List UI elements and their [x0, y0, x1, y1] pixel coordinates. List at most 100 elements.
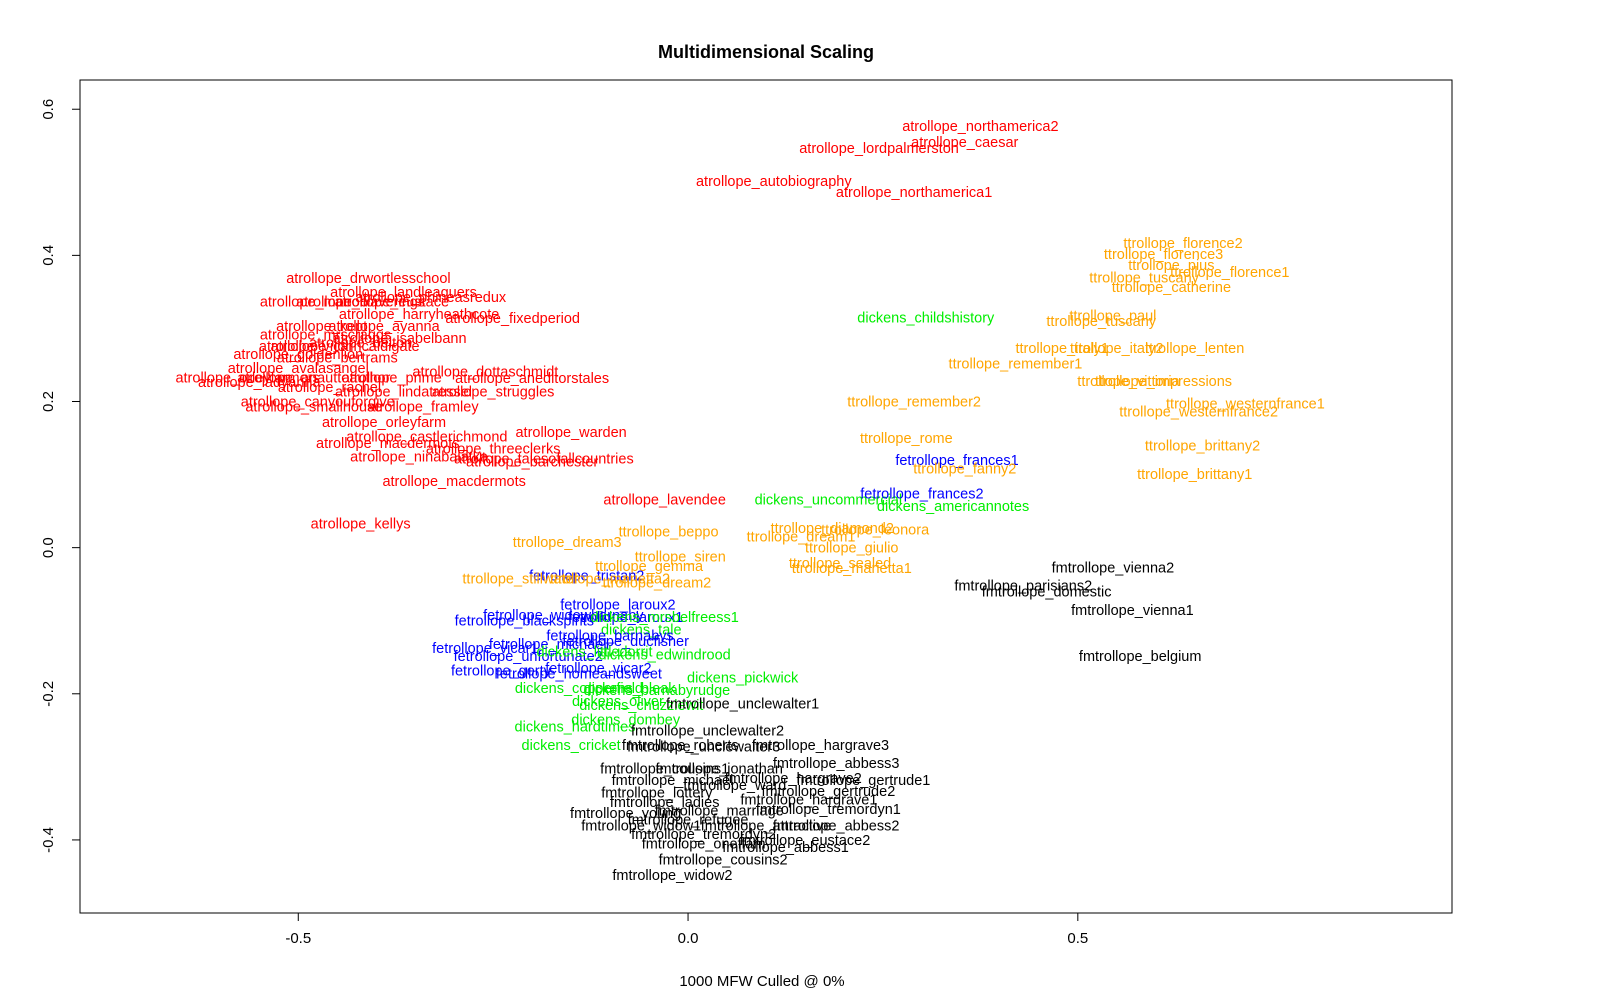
- point-label: ttrollope_sealed: [789, 556, 891, 572]
- point-label: fmtrollope_oneffam: [642, 837, 766, 853]
- x-axis: -0.5 0.0 0.5: [285, 912, 1088, 947]
- y-tick-label: -0.4: [40, 827, 57, 853]
- point-label: fmtrollope_hargrave2: [725, 771, 862, 787]
- point-label: ttrollope_westernfrance1: [1166, 397, 1325, 413]
- point-label: ttrollope_stillwater: [462, 571, 578, 587]
- point-label: atrollope_phineasredux: [355, 290, 506, 306]
- point-label: dickens_uncommercial: [755, 492, 902, 508]
- point-label: atrollope_marion: [260, 294, 368, 310]
- point-label: fmtrollope_cousins2: [659, 853, 788, 869]
- point-label: fmtrollope_gertrude1: [797, 773, 931, 789]
- point-label: fetrollope_frances2: [860, 487, 983, 503]
- point-label: fetrollope_ducfisher: [562, 634, 689, 650]
- point-label: atrollope_landleaguers: [330, 285, 477, 301]
- point-label: dickens_littledorrit: [536, 644, 652, 660]
- point-label: atrollope_isabelbann: [333, 331, 467, 347]
- point-label: atrollope_kellys: [311, 517, 411, 533]
- point-label: fmtrollope_ward: [683, 778, 786, 794]
- y-tick-label: -0.2: [40, 681, 57, 707]
- point-label: atrollope_vicar: [259, 339, 353, 355]
- x-tick-label: 0.5: [1067, 930, 1088, 947]
- point-label: ttrollope_marietta1: [792, 561, 912, 577]
- point-label: atrollope_talesofallcountries: [454, 452, 634, 468]
- point-label: atrollope_avalasangel: [228, 361, 369, 377]
- x-tick-label: 0.0: [678, 930, 699, 947]
- y-axis: -0.4 -0.2 0.0 0.2 0.4 0.6: [40, 99, 81, 853]
- point-label: fetrollope_vicar1: [432, 641, 538, 657]
- point-label: fmtrollope_abbess3: [773, 756, 900, 772]
- point-label: atrollope_warden: [515, 425, 626, 441]
- point-label: fmtrollope_refugee: [628, 812, 749, 828]
- point-label: ttrollope_remember2: [847, 395, 981, 411]
- point-label: fetrollope_gerty: [451, 663, 552, 679]
- point-label: atrollope_barchester: [466, 454, 598, 470]
- point-label: fmtrollope_vienna2: [1052, 560, 1175, 576]
- point-label: fmtrollope_attractive: [701, 818, 832, 834]
- point-label: ttrollope_lenten: [1145, 341, 1244, 357]
- point-label: atrollope_castlerichmond: [346, 430, 507, 446]
- point-label: fmtrollope_domestic: [982, 584, 1112, 600]
- point-label: atrollope_prime: [342, 370, 442, 386]
- point-label: atrollope_johncaldigate: [270, 339, 419, 355]
- point-label: dickens_hardtimes: [515, 720, 636, 736]
- point-label: atrollope_bertrams: [277, 351, 398, 367]
- point-label: dickens_tale: [601, 622, 682, 638]
- point-label: atrollope_smallhouse: [245, 400, 382, 416]
- point-label: ttrollope_giulio: [805, 541, 899, 557]
- point-label: ttrollope_beppo: [619, 525, 719, 541]
- point-label: fetrollope_laroux1: [568, 610, 683, 626]
- point-label: dickens_childshistory: [857, 310, 995, 326]
- point-label: fmtrollope_abbess2: [773, 818, 900, 834]
- point-label: fetrollope_tristan2: [529, 568, 644, 584]
- point-label: dickens_pickwick: [687, 671, 799, 687]
- point-label: atrollope_harryheathcote: [339, 307, 499, 323]
- point-label: ttrollope_dream1: [747, 530, 856, 546]
- point-label: atrollope_rachel: [278, 380, 381, 396]
- point-label: dickens_chuzzlewit: [579, 698, 703, 714]
- point-label: atrollope_lavendee: [603, 492, 726, 508]
- x-axis-label: 1000 MFW Culled @ 0%: [679, 973, 844, 990]
- point-label: fetrollope_blackspirits: [455, 614, 594, 630]
- point-label: ttrollope_siren: [635, 549, 726, 565]
- point-label: atrollope_eustace: [335, 294, 449, 310]
- y-tick-label: 0.4: [40, 245, 57, 266]
- y-tick-label: 0.2: [40, 391, 57, 412]
- point-label: atrollope_orleyfarmers: [175, 370, 319, 386]
- point-label: atrollope_anauttoauthor: [237, 370, 390, 386]
- point-label: atrollope_drwortlesschool: [286, 271, 450, 287]
- point-label: atrollope_autobiography: [696, 174, 852, 190]
- point-label: atrollope_northamerica2: [902, 119, 1058, 135]
- point-label: dickens_mrsbelfreess1: [591, 610, 739, 626]
- point-label: atrollope_orleyfarm: [322, 415, 446, 431]
- point-label: fmtrollope_roberts: [622, 738, 739, 754]
- point-label: fmtrollope_vienna1: [1071, 603, 1194, 619]
- point-label: ttrollope_rome: [860, 431, 953, 447]
- point-label: atrollope_lordpalmerston: [799, 141, 959, 157]
- point-label: fmtrollope_jonathan: [656, 761, 783, 777]
- point-label: ttrollope_florence3: [1104, 247, 1223, 263]
- point-label: dickens_bleak: [584, 681, 677, 697]
- point-label: fmtrollope_lottery: [601, 785, 713, 801]
- x-tick-label: -0.5: [285, 930, 311, 947]
- point-label: fetrollope_laroux2: [560, 598, 675, 614]
- point-label: dickens_americannotes: [877, 499, 1029, 515]
- point-label: ttrollope_pius: [1128, 258, 1214, 274]
- point-label: dickens_barnabyrudge: [584, 683, 731, 699]
- point-label: ttrollope_diamond2: [771, 521, 894, 537]
- point-label: fetrollope_vicar2: [545, 661, 651, 677]
- point-label: ttrollope_florence2: [1123, 236, 1242, 252]
- point-label: atrollope_aneditorstales: [455, 371, 609, 387]
- point-label: atrollope_dottaschmidt: [412, 365, 558, 381]
- point-label: dickens_copperfield: [515, 681, 643, 697]
- point-label: ttrollope_tuscany: [1046, 314, 1156, 330]
- point-label: fmtrollope_marriage: [655, 804, 784, 820]
- point-label: fmtrollope_unclewalter2: [631, 723, 784, 739]
- chart-title: Multidimensional Scaling: [658, 42, 874, 62]
- point-label: fetrollope_widowbarnaby: [483, 608, 644, 624]
- point-label: atrollope_fixedperiod: [445, 311, 580, 327]
- point-label: ttrollope_dream3: [513, 535, 622, 551]
- point-label: atrollope_claverings: [296, 294, 425, 310]
- point-label: fmtrollope_tremordyn1: [756, 802, 901, 818]
- point-label: atrollope_macdermots: [382, 474, 525, 490]
